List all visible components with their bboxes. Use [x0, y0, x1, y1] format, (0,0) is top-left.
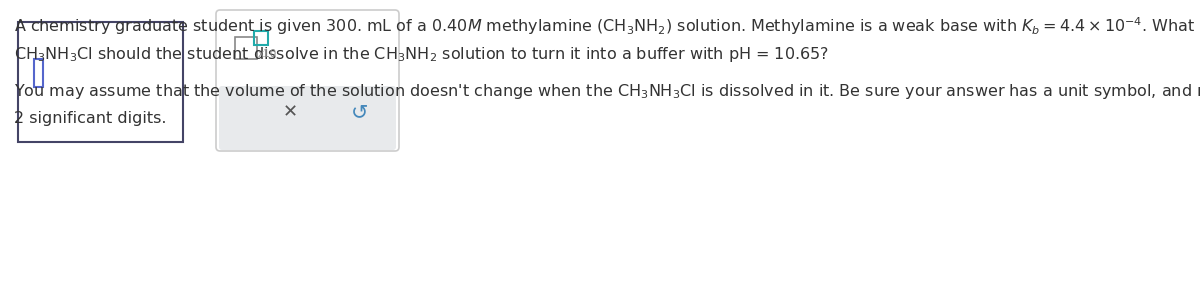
- Text: $\mathrm{CH_3NH_3Cl}$ should the student dissolve in the $\mathrm{CH_3NH_2}$ sol: $\mathrm{CH_3NH_3Cl}$ should the student…: [14, 45, 829, 64]
- Text: 2 significant digits.: 2 significant digits.: [14, 111, 167, 126]
- Text: A chemistry graduate student is given 300. mL of a 0.40$M$ methylamine $\left(\m: A chemistry graduate student is given 30…: [14, 15, 1200, 37]
- Text: ↺: ↺: [352, 102, 368, 122]
- Text: You may assume that the volume of the solution doesn't change when the $\mathrm{: You may assume that the volume of the so…: [14, 82, 1200, 101]
- Text: ✕: ✕: [282, 103, 298, 121]
- FancyBboxPatch shape: [220, 86, 396, 150]
- Bar: [235, 37, 257, 59]
- Text: x10: x10: [258, 49, 277, 59]
- FancyBboxPatch shape: [216, 10, 398, 151]
- Bar: [254, 31, 268, 45]
- Bar: [18, 22, 182, 142]
